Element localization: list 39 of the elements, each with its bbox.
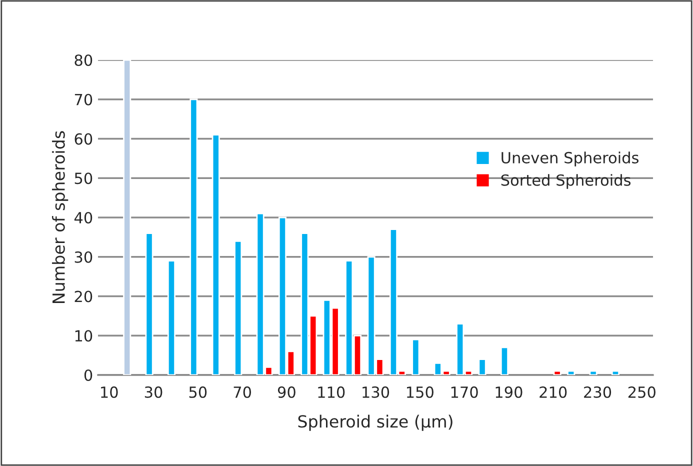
y-tick-label: 40 <box>74 212 92 224</box>
y-tick-label: 0 <box>84 369 92 382</box>
bar <box>234 240 242 375</box>
bar <box>145 232 154 375</box>
bar <box>167 260 176 375</box>
bar <box>123 60 132 375</box>
y-tick-label: 80 <box>74 54 92 66</box>
bar <box>567 370 576 375</box>
y-tick-label: 30 <box>74 251 92 263</box>
x-tick-label: 110 <box>318 386 345 398</box>
x-tick-label: 50 <box>189 386 207 398</box>
bar <box>212 134 220 375</box>
x-tick-label: 70 <box>234 386 252 398</box>
x-axis-title: Spheroid size (µm) <box>298 414 452 431</box>
x-tick-label: 10 <box>101 386 118 398</box>
x-tick-label: 90 <box>278 386 296 398</box>
x-tick-label: 210 <box>540 386 567 398</box>
bar <box>412 338 420 375</box>
bar <box>589 370 598 375</box>
y-tick-label: 70 <box>74 94 92 106</box>
x-tick-label: 130 <box>362 386 390 398</box>
bar <box>190 98 198 375</box>
y-tick-label: 20 <box>74 290 92 302</box>
bar <box>611 370 620 375</box>
x-tick-label: 250 <box>628 386 656 398</box>
legend-label: Uneven Spheroids <box>502 152 638 166</box>
y-axis-title: Number of spheroids <box>52 131 68 303</box>
bar <box>500 346 509 375</box>
y-tick-label: 60 <box>74 133 92 145</box>
x-tick-label: 170 <box>451 386 478 398</box>
legend-label: Sorted Spheroids <box>501 174 631 189</box>
x-tick-label: 190 <box>496 386 522 398</box>
y-tick-label: 10 <box>75 330 92 342</box>
x-tick-label: 30 <box>144 386 162 398</box>
bar <box>553 370 562 375</box>
bar <box>478 358 486 375</box>
y-tick-label: 50 <box>74 172 92 184</box>
x-tick-label: 150 <box>406 386 434 398</box>
x-tick-label: 230 <box>584 386 612 398</box>
